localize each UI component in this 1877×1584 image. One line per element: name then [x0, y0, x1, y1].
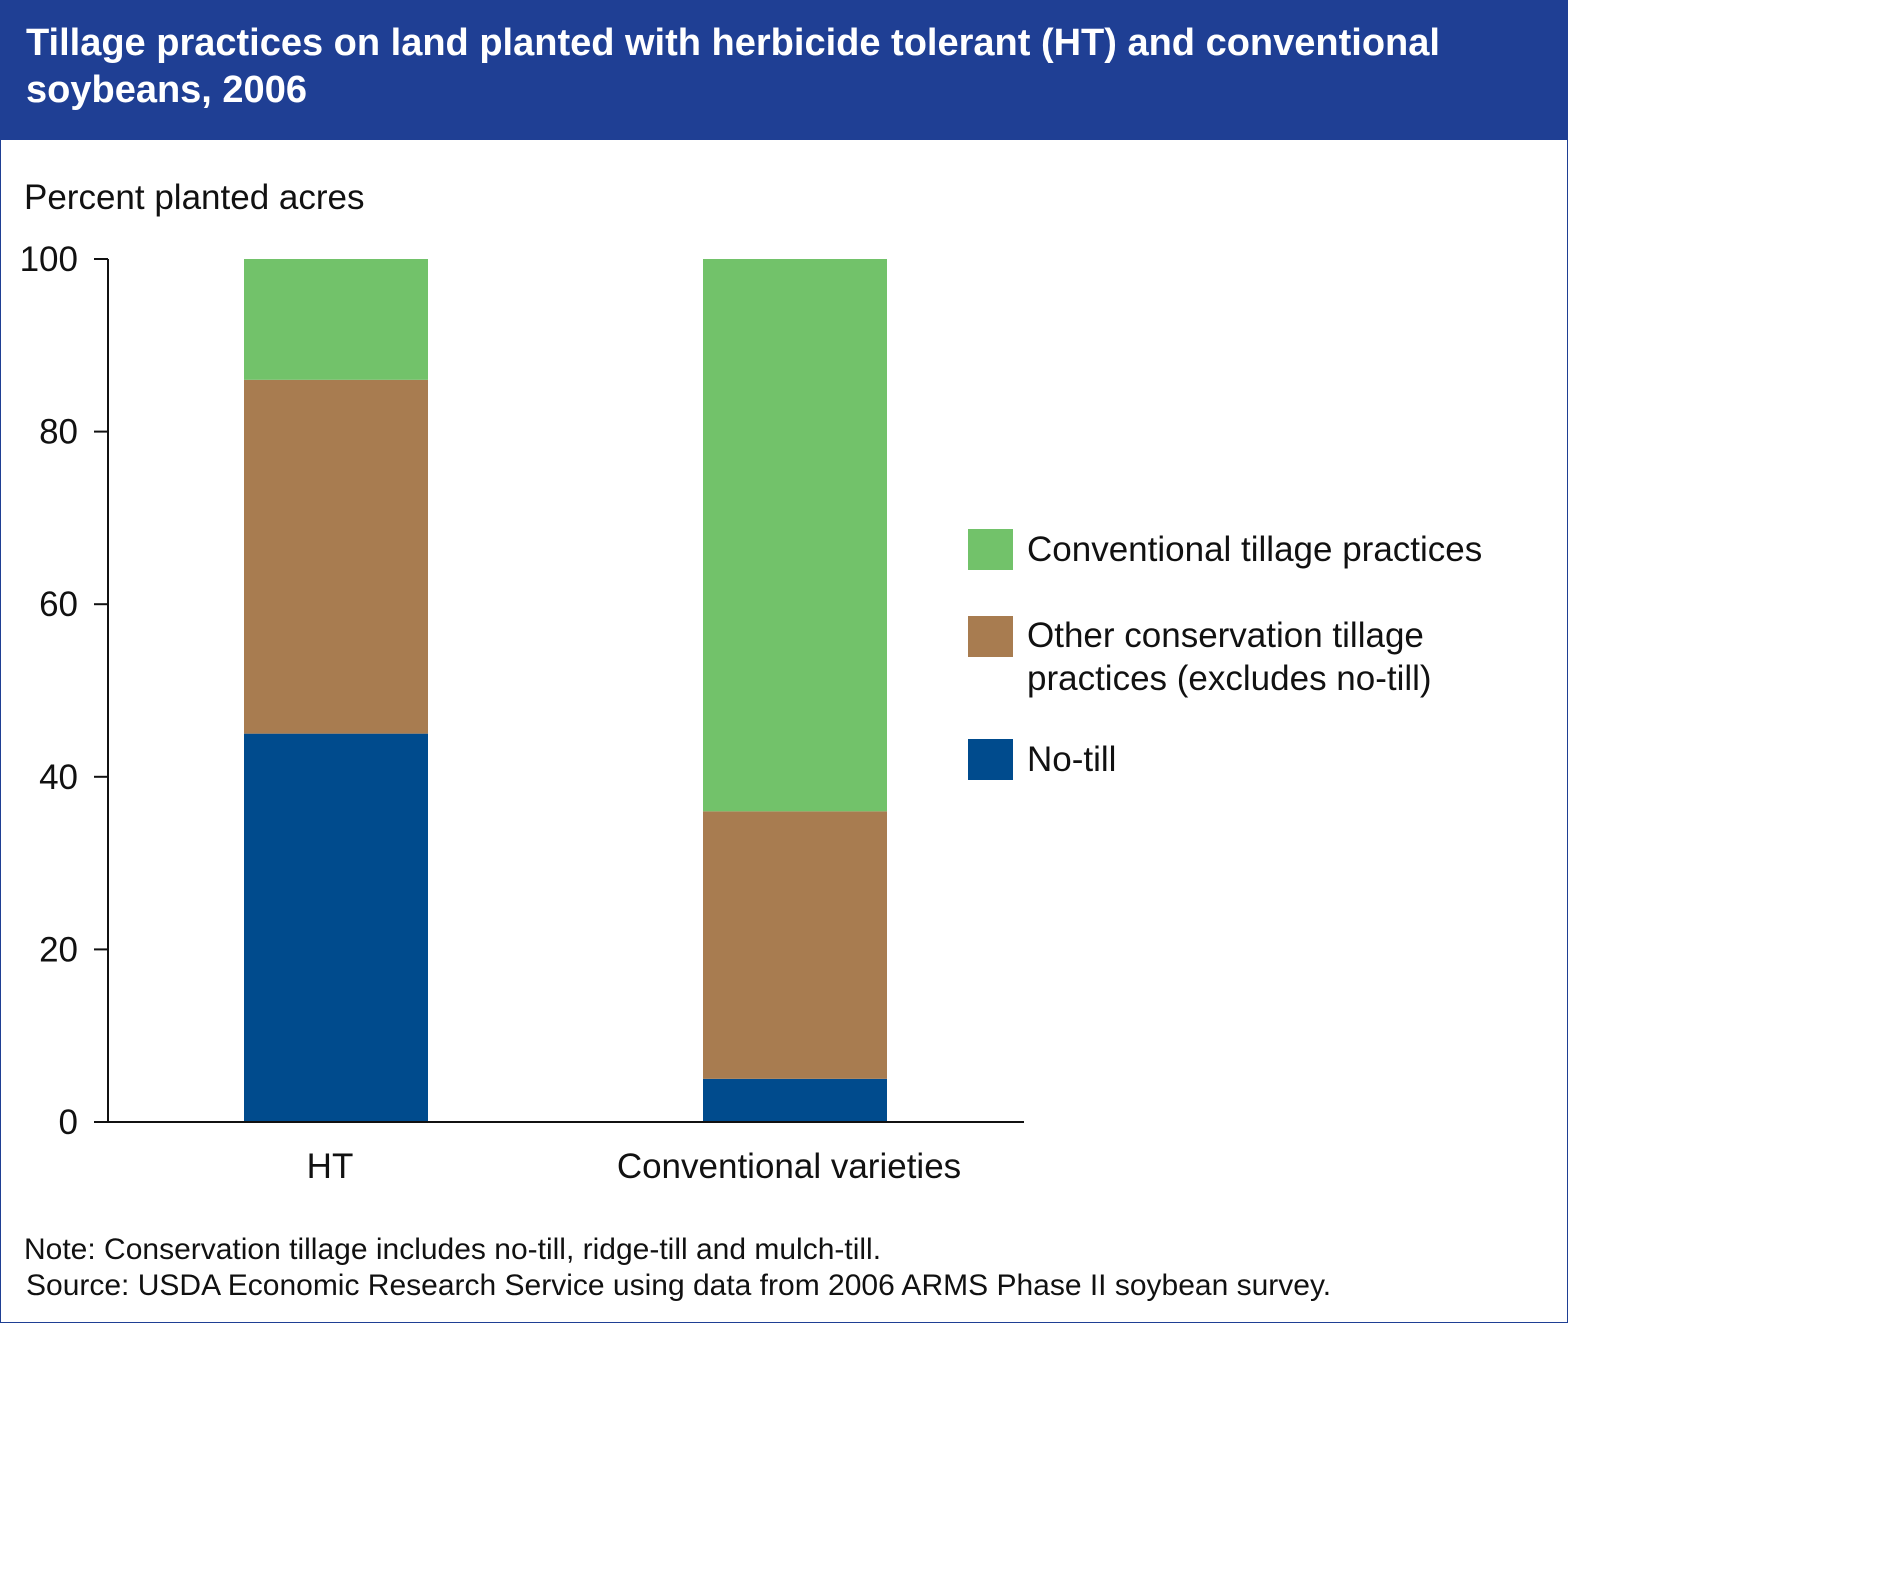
bar-conventional-varieties-conventional-tillage-practices	[703, 259, 887, 812]
chart-source: Source: USDA Economic Research Service u…	[26, 1269, 1332, 1302]
bars-group	[244, 259, 887, 1122]
bar-ht-other-conservation-tillage-practices-excludes-no-till	[244, 379, 428, 734]
legend-label-no-till: No-till	[1027, 740, 1117, 779]
axes-group: 0 20 40 60 80 100 HT Conventional varieties	[20, 240, 1024, 1186]
bar-conventional-varieties-no-till	[703, 1078, 887, 1122]
chart-note: Note: Conservation tillage includes no-t…	[24, 1233, 882, 1266]
legend-swatch-no-till	[968, 739, 1013, 780]
legend-swatch-other-conservation	[968, 616, 1013, 657]
bar-ht-conventional-tillage-practices	[244, 259, 428, 380]
y-tick-label-20: 20	[39, 930, 78, 969]
y-tick-label-0: 0	[59, 1103, 78, 1142]
bar-chart: 0 20 40 60 80 100 HT Conventional varieties	[20, 240, 1024, 1186]
chart-header: Tillage practices on land planted with h…	[0, 0, 1568, 140]
y-tick-label-40: 40	[39, 758, 78, 797]
bar-conventional-varieties-other-conservation-tillage-practices-excludes-no-till	[703, 811, 887, 1079]
legend-label-other-conservation: Other conservation tillage practices (ex…	[1027, 616, 1432, 698]
legend-swatch-conventional-tillage	[968, 529, 1013, 570]
legend-label-conventional-tillage: Conventional tillage practices	[1027, 530, 1483, 569]
y-tick-label-100: 100	[20, 240, 78, 279]
y-tick-label-80: 80	[39, 413, 78, 452]
x-category-label-ht: HT	[307, 1147, 354, 1186]
chart-title: Tillage practices on land planted with h…	[26, 22, 1440, 111]
bar-ht-no-till	[244, 733, 428, 1122]
y-axis-label: Percent planted acres	[24, 178, 365, 217]
y-tick-label-60: 60	[39, 585, 78, 624]
x-category-label-conventional-varieties: Conventional varieties	[617, 1147, 961, 1186]
